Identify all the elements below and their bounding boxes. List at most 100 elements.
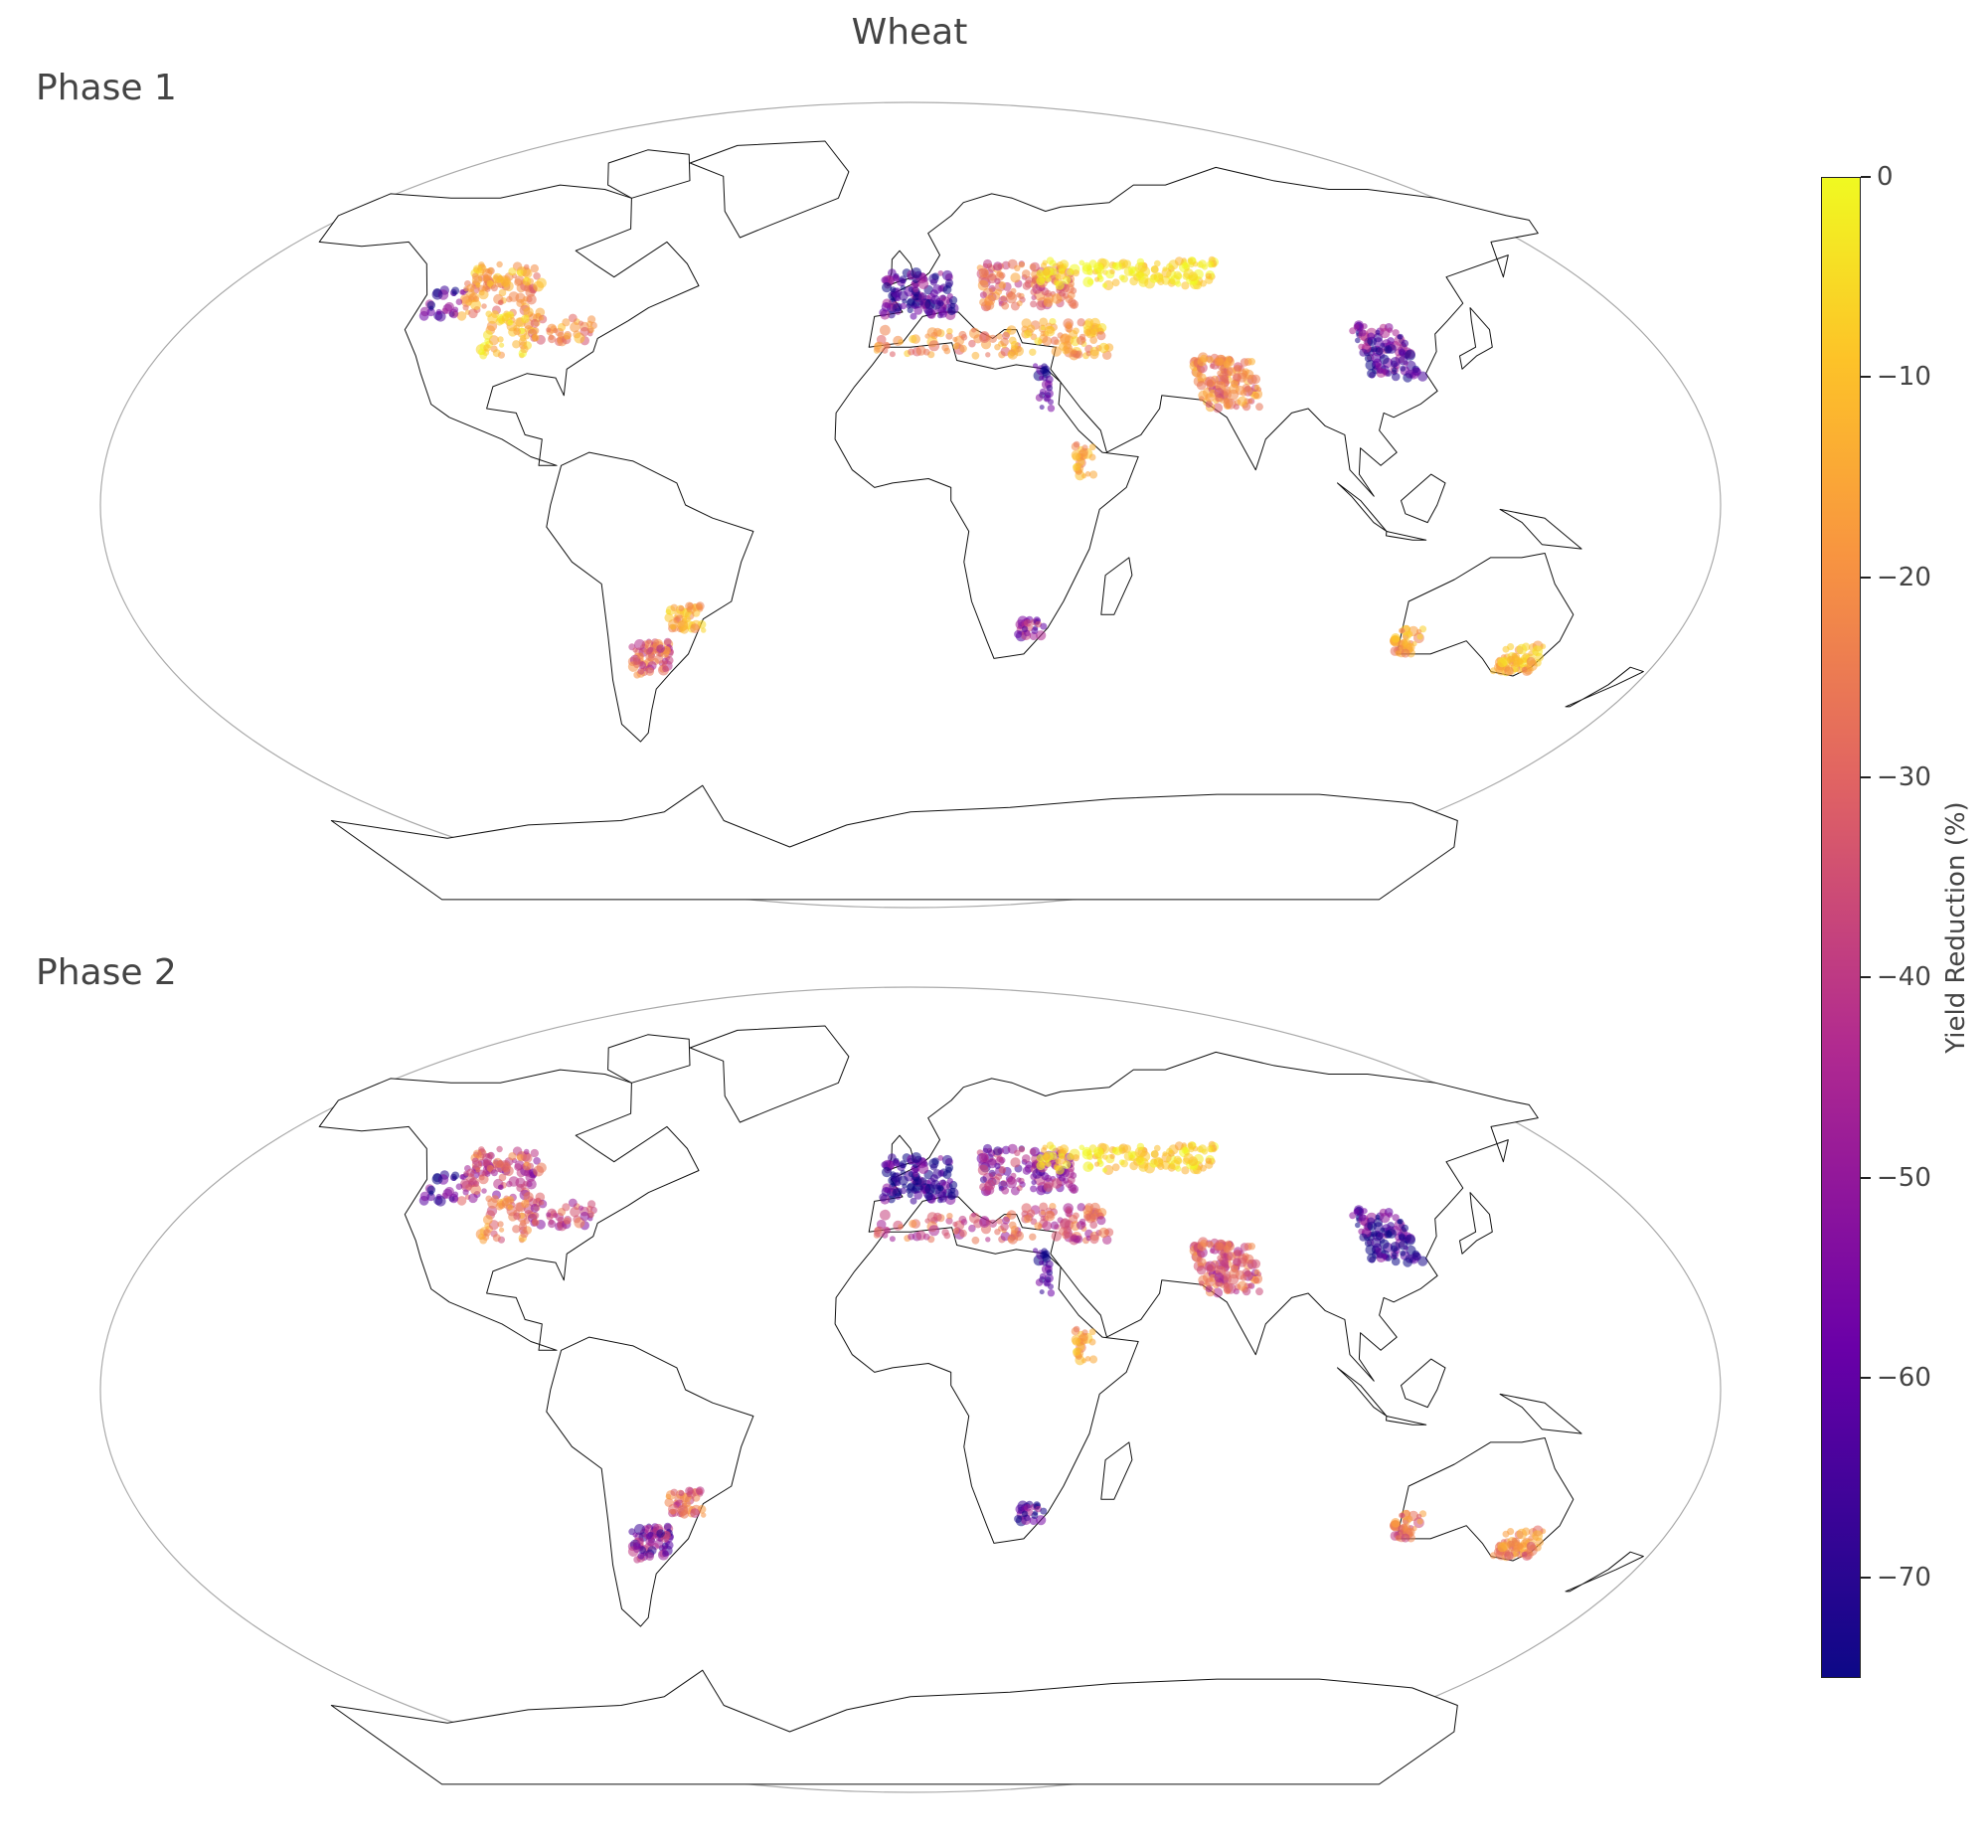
yield-point	[1197, 260, 1204, 268]
yield-point	[1045, 375, 1054, 384]
yield-point	[1010, 1186, 1020, 1196]
yield-point	[1392, 1252, 1398, 1258]
yield-point	[910, 1197, 917, 1205]
yield-point	[1181, 262, 1189, 269]
yield-point	[1162, 1151, 1168, 1157]
yield-point	[1516, 643, 1528, 655]
yield-point	[1227, 1252, 1237, 1261]
yield-point	[497, 299, 503, 305]
yield-point	[426, 307, 435, 317]
yield-point	[938, 309, 947, 318]
land-outline	[546, 451, 754, 743]
yield-point	[568, 313, 578, 323]
yield-point	[578, 320, 584, 326]
yield-point	[481, 1170, 488, 1177]
land-outline	[1337, 482, 1388, 532]
yield-point	[993, 1146, 1003, 1156]
yield-point	[478, 1173, 489, 1185]
yield-point	[516, 1153, 524, 1161]
yield-point	[470, 299, 481, 311]
yield-point	[1183, 268, 1194, 279]
yield-point	[455, 298, 463, 305]
yield-point	[463, 1170, 469, 1177]
yield-point	[995, 288, 1003, 295]
yield-point	[1022, 1154, 1031, 1163]
land-outline	[1499, 508, 1582, 550]
yield-point	[1082, 276, 1093, 287]
yield-point	[910, 312, 917, 320]
yield-point	[1367, 332, 1376, 341]
yield-point	[680, 624, 689, 634]
yield-point	[1134, 1146, 1146, 1158]
yield-point	[1000, 1222, 1009, 1232]
yield-point	[1089, 317, 1100, 329]
yield-point	[880, 1209, 891, 1221]
yield-point	[678, 605, 685, 611]
yield-point	[508, 1176, 520, 1187]
yield-point	[1031, 627, 1039, 634]
yield-point	[637, 667, 645, 675]
colorbar-tick	[1861, 176, 1871, 178]
yield-point	[462, 1189, 469, 1196]
land-outline	[1499, 1393, 1582, 1434]
yield-point	[518, 1222, 528, 1231]
yield-point	[1234, 364, 1242, 373]
yield-point	[662, 665, 669, 673]
yield-point	[1391, 633, 1401, 643]
yield-point	[1055, 1165, 1065, 1175]
yield-point	[1120, 274, 1128, 283]
yield-point	[928, 340, 940, 352]
yield-point	[1101, 282, 1107, 288]
yield-point	[1082, 1161, 1093, 1172]
yield-point	[1228, 1273, 1240, 1285]
yield-point	[1043, 297, 1054, 307]
yield-point	[1526, 1545, 1538, 1557]
yield-point	[1398, 333, 1404, 340]
yield-point	[1096, 1216, 1106, 1226]
yield-point	[496, 1145, 503, 1153]
yield-point	[1200, 279, 1207, 287]
yield-points	[418, 255, 1547, 679]
map-panel-phase-2	[95, 982, 1726, 1797]
yield-point	[1046, 256, 1055, 264]
yield-point	[1214, 357, 1224, 367]
yield-point	[662, 1550, 669, 1558]
yield-point	[665, 656, 674, 665]
yield-point	[1022, 1166, 1032, 1175]
yield-point	[1387, 327, 1393, 333]
yield-point	[1387, 1212, 1393, 1218]
yield-point	[1044, 325, 1056, 337]
yield-point	[988, 334, 998, 343]
yield-point	[1497, 1542, 1508, 1553]
yield-point	[1046, 1141, 1055, 1149]
yield-point	[1075, 1348, 1081, 1355]
yield-point	[912, 293, 919, 301]
yield-point	[483, 344, 491, 352]
yield-point	[1513, 1545, 1520, 1552]
yield-point	[663, 637, 672, 646]
yield-point	[1205, 400, 1213, 409]
yield-point	[994, 277, 1001, 285]
yield-point	[478, 288, 489, 300]
yield-point	[932, 327, 942, 337]
yield-point	[1031, 294, 1037, 301]
yield-point	[1175, 272, 1183, 280]
yield-point	[977, 1164, 989, 1176]
yield-point	[882, 1167, 893, 1178]
yield-point	[1521, 1551, 1528, 1558]
yield-point	[1022, 281, 1032, 290]
yield-point	[645, 1536, 656, 1547]
yield-point	[1088, 443, 1096, 451]
yield-point	[912, 1178, 919, 1186]
land-outline	[1565, 1551, 1644, 1593]
panel-label-phase-1: Phase 1	[36, 68, 177, 108]
yield-point	[1016, 1177, 1022, 1183]
yield-point	[442, 303, 453, 314]
yield-point	[1066, 323, 1073, 329]
yield-point	[498, 1173, 507, 1182]
yield-point	[1007, 1236, 1015, 1243]
yield-point	[645, 667, 655, 676]
yield-point	[523, 276, 530, 282]
yield-point	[481, 285, 488, 292]
yield-point	[1214, 1242, 1224, 1252]
